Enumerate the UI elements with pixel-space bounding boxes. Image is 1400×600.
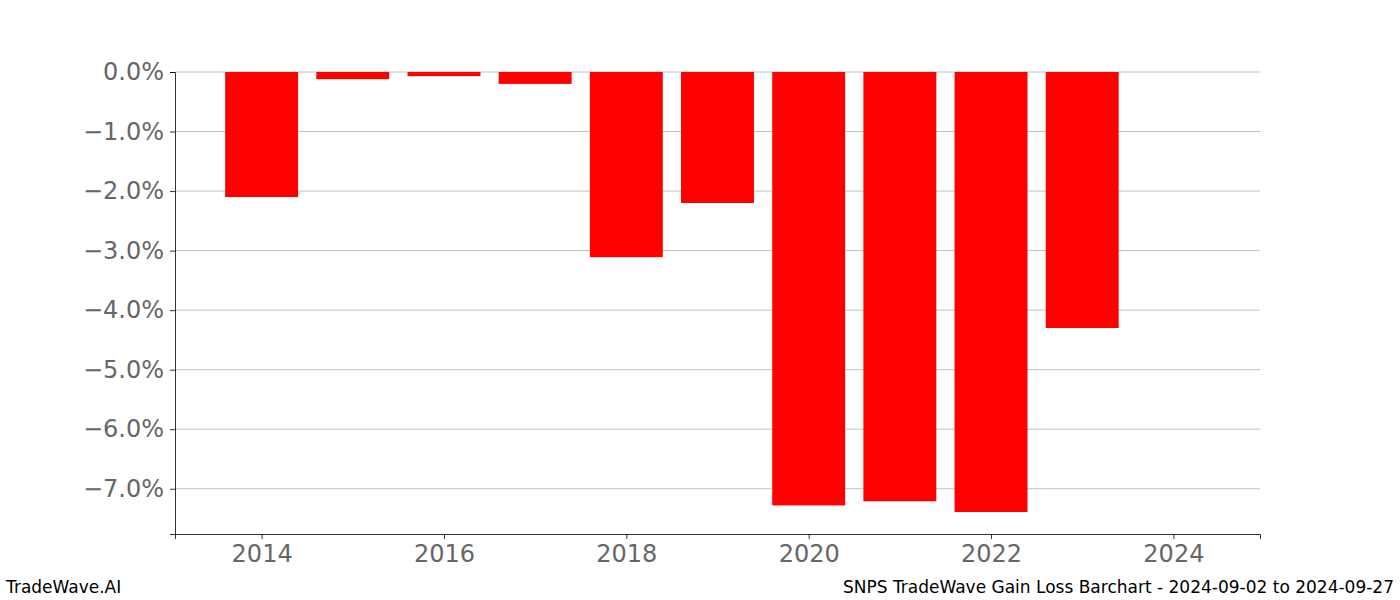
y-tick-mark — [170, 429, 175, 430]
y-tick: −5.0% — [83, 356, 175, 384]
y-tick: −6.0% — [83, 415, 175, 443]
y-tick-mark — [170, 191, 175, 192]
x-tick: 2020 — [779, 534, 840, 568]
y-tick: 0.0% — [103, 58, 175, 86]
x-tick: 2022 — [961, 534, 1022, 568]
y-tick-mark — [170, 370, 175, 371]
x-tick-mark — [626, 534, 627, 539]
y-axis-line — [170, 73, 176, 535]
x-tick-label: 2024 — [1143, 540, 1204, 568]
y-tick: −3.0% — [83, 237, 175, 265]
y-tick-mark — [170, 489, 175, 490]
y-tick-mark — [170, 132, 175, 133]
x-tick-mark — [262, 534, 263, 539]
bar — [590, 72, 663, 257]
bar — [863, 72, 936, 501]
x-tick: 2024 — [1143, 534, 1204, 568]
y-axis: 0.0% −1.0% −2.0% −3.0% −4.0% −5.0% −6.0% −7.0% — [83, 58, 176, 534]
grid-line — [175, 429, 1260, 430]
x-tick: 2018 — [596, 534, 657, 568]
bar — [1046, 72, 1119, 328]
x-tick-label: 2014 — [232, 540, 293, 568]
x-tick-mark — [809, 534, 810, 539]
x-tick-label: 2020 — [779, 540, 840, 568]
x-axis-line — [176, 535, 1261, 540]
x-tick: 2014 — [232, 534, 293, 568]
x-tick-label: 2016 — [414, 540, 475, 568]
bar — [499, 72, 572, 84]
y-tick-label: −3.0% — [83, 237, 164, 265]
x-tick: 2016 — [414, 534, 475, 568]
title: SNPS TradeWave Gain Loss Barchart - 2024… — [843, 577, 1394, 597]
x-tick-label: 2022 — [961, 540, 1022, 568]
watermark: TradeWave.AI — [5, 577, 121, 597]
y-tick-label: 0.0% — [103, 58, 164, 86]
bar — [681, 72, 754, 203]
grid — [175, 72, 1260, 489]
x-tick-mark — [444, 534, 445, 539]
x-tick-label: 2018 — [596, 540, 657, 568]
y-tick: −7.0% — [83, 475, 175, 503]
y-tick-label: −2.0% — [83, 177, 164, 205]
y-tick-label: −4.0% — [83, 296, 164, 324]
grid-line — [175, 369, 1260, 370]
y-tick: −1.0% — [83, 118, 175, 146]
x-axis: 2014 2016 2018 2020 2022 2024 — [176, 534, 1261, 568]
bar — [408, 72, 481, 76]
y-tick: −4.0% — [83, 296, 175, 324]
bars — [225, 72, 1119, 512]
y-tick-mark — [170, 72, 175, 73]
y-tick-label: −6.0% — [83, 415, 164, 443]
bar — [772, 72, 845, 505]
y-tick-label: −7.0% — [83, 475, 164, 503]
y-tick-mark — [170, 251, 175, 252]
chart: 0.0% −1.0% −2.0% −3.0% −4.0% −5.0% −6.0% −7.0% 2… — [0, 0, 1400, 600]
y-tick: −2.0% — [83, 177, 175, 205]
bar — [316, 72, 389, 79]
y-tick-mark — [170, 310, 175, 311]
x-tick-mark — [991, 534, 992, 539]
bar — [955, 72, 1028, 512]
bar — [225, 72, 298, 197]
y-tick-label: −5.0% — [83, 356, 164, 384]
x-tick-mark — [1173, 534, 1174, 539]
grid-line — [175, 488, 1260, 489]
y-tick-label: −1.0% — [83, 118, 164, 146]
